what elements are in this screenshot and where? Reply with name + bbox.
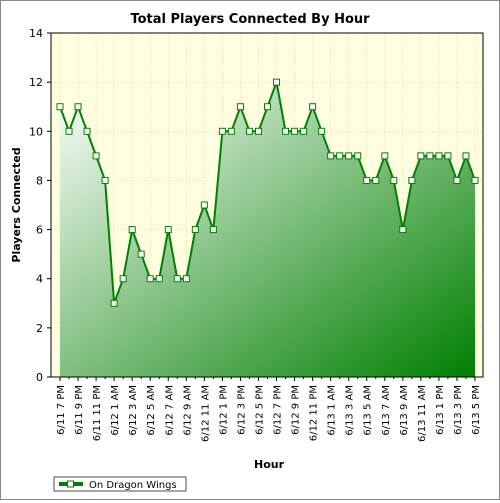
data-point-marker: [218, 127, 226, 135]
data-point-marker: [182, 275, 190, 283]
x-tick-label: 6/12 11 PM: [309, 385, 320, 441]
data-point-marker: [209, 226, 217, 234]
data-point-marker: [291, 127, 299, 135]
data-point-marker: [363, 176, 371, 184]
legend-swatch-marker: [67, 480, 74, 488]
x-tick-label: 6/13 9 AM: [399, 385, 410, 436]
x-tick-label: 6/11 11 PM: [92, 385, 103, 441]
data-point-marker: [56, 103, 64, 111]
x-tick-label: 6/12 9 AM: [182, 385, 193, 436]
x-tick-label: 6/12 7 PM: [273, 385, 284, 435]
x-tick-label: 6/13 7 AM: [381, 385, 392, 436]
chart-title: Total Players Connected By Hour: [130, 12, 370, 27]
data-point-marker: [453, 176, 461, 184]
data-point-marker: [119, 275, 127, 283]
x-tick-label: 6/13 5 PM: [471, 385, 482, 435]
x-tick-label: 6/12 5 PM: [254, 385, 265, 435]
y-tick-label: 2: [36, 322, 43, 335]
x-tick-label: 6/13 11 AM: [417, 385, 428, 442]
y-tick-label: 0: [36, 371, 43, 384]
data-point-marker: [471, 176, 479, 184]
data-point-marker: [336, 152, 344, 160]
data-point-marker: [345, 152, 353, 160]
x-tick-label: 6/13 3 PM: [453, 385, 464, 435]
data-point-marker: [92, 152, 100, 160]
data-point-marker: [137, 250, 145, 258]
y-tick-label: 12: [29, 76, 43, 89]
x-tick-label: 6/12 11 AM: [200, 385, 211, 442]
data-point-marker: [435, 152, 443, 160]
data-point-marker: [426, 152, 434, 160]
data-point-marker: [128, 226, 136, 234]
data-point-marker: [200, 201, 208, 209]
x-axis-title: Hour: [254, 458, 285, 471]
y-tick-label: 6: [36, 224, 43, 237]
data-point-marker: [254, 127, 262, 135]
data-point-marker: [245, 127, 253, 135]
data-point-marker: [74, 103, 82, 111]
data-point-marker: [381, 152, 389, 160]
data-point-marker: [65, 127, 73, 135]
legend-label: On Dragon Wings: [89, 480, 177, 491]
y-tick-label: 14: [29, 27, 43, 40]
legend-box: [53, 476, 187, 492]
x-tick-label: 6/13 3 AM: [345, 385, 356, 436]
data-point-marker: [282, 127, 290, 135]
data-point-marker: [372, 176, 380, 184]
data-point-marker: [164, 226, 172, 234]
x-tick-label: 6/11 9 PM: [74, 385, 85, 435]
y-axis-ticks: 0 2 4 6 8 10 12 14: [29, 27, 51, 384]
data-point-marker: [354, 152, 362, 160]
x-tick-label: 6/13 5 AM: [363, 385, 374, 436]
y-tick-label: 4: [36, 273, 43, 286]
x-tick-label: 6/12 7 AM: [164, 385, 175, 436]
data-point-marker: [462, 152, 470, 160]
data-point-marker: [236, 103, 244, 111]
y-tick-label: 10: [29, 125, 43, 138]
x-tick-label: 6/12 3 AM: [128, 385, 139, 436]
x-tick-label: 6/12 9 PM: [291, 385, 302, 435]
data-point-marker: [300, 127, 308, 135]
x-tick-label: 6/12 1 PM: [218, 385, 229, 435]
x-tick-label: 6/12 5 AM: [146, 385, 157, 436]
data-point-marker: [318, 127, 326, 135]
data-point-marker: [173, 275, 181, 283]
x-axis-ticks: 6/11 7 PM 6/11 9 PM 6/11 11 PM 6/12 1 AM 6/1…: [56, 377, 482, 442]
x-tick-label: 6/12 1 AM: [110, 385, 121, 436]
data-point-marker: [408, 176, 416, 184]
x-tick-label: 6/13 1 PM: [435, 385, 446, 435]
data-point-marker: [83, 127, 91, 135]
data-point-marker: [417, 152, 425, 160]
y-tick-label: 8: [36, 174, 43, 187]
data-point-marker: [101, 176, 109, 184]
data-point-marker: [309, 103, 317, 111]
data-point-marker: [110, 299, 118, 307]
x-tick-label: 6/13 1 AM: [327, 385, 338, 436]
data-point-marker: [227, 127, 235, 135]
data-point-marker: [273, 78, 281, 86]
legend: On Dragon Wings: [53, 476, 187, 492]
data-point-marker: [327, 152, 335, 160]
series-markers: [56, 78, 479, 307]
data-point-marker: [390, 176, 398, 184]
data-point-marker: [146, 275, 154, 283]
data-point-marker: [191, 226, 199, 234]
data-point-marker: [264, 103, 271, 111]
series-area: [60, 82, 475, 378]
x-tick-label: 6/12 3 PM: [236, 385, 247, 435]
x-tick-label: 6/11 7 PM: [56, 385, 67, 435]
data-point-marker: [155, 275, 163, 283]
y-axis-title: Players Connected: [10, 147, 23, 262]
data-point-marker: [444, 152, 452, 160]
data-point-marker: [399, 226, 407, 234]
